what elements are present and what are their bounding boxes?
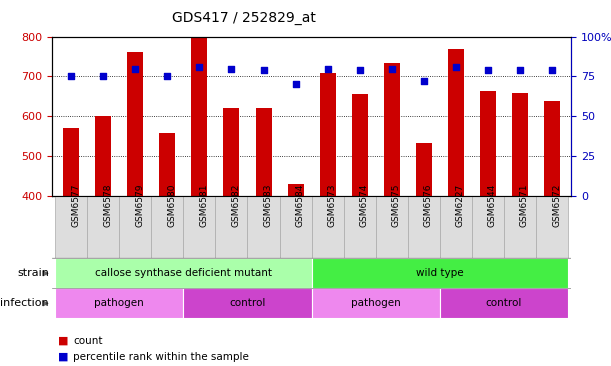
Point [547, 67, 557, 73]
Text: GSM6584: GSM6584 [296, 184, 304, 227]
Point [98, 74, 108, 79]
Bar [224, 108, 240, 196]
Bar [87, 196, 119, 258]
Bar [440, 196, 472, 258]
Bar [63, 128, 79, 196]
Point [387, 66, 397, 71]
Text: GSM6227: GSM6227 [456, 184, 465, 227]
Bar [480, 91, 496, 196]
Text: GSM6578: GSM6578 [103, 184, 112, 227]
Point [66, 74, 76, 79]
Bar [448, 49, 464, 196]
Bar [343, 196, 376, 258]
Text: GSM6574: GSM6574 [360, 184, 368, 227]
Bar [280, 196, 312, 258]
Text: GSM6571: GSM6571 [520, 184, 529, 227]
Bar [512, 93, 528, 196]
Point [451, 64, 461, 70]
Text: GSM6583: GSM6583 [263, 184, 273, 227]
Text: GSM6579: GSM6579 [135, 184, 144, 227]
Bar [216, 196, 247, 258]
Bar [159, 133, 175, 196]
Bar [55, 196, 87, 258]
Text: ■: ■ [58, 336, 68, 346]
Bar [191, 37, 207, 196]
Text: GSM6580: GSM6580 [167, 184, 177, 227]
Point [355, 67, 365, 73]
Text: pathogen: pathogen [94, 298, 144, 309]
Bar [544, 101, 560, 196]
Text: control: control [229, 298, 266, 309]
Text: ■: ■ [58, 352, 68, 362]
Bar [504, 196, 536, 258]
Text: wild type: wild type [416, 268, 464, 279]
Text: GSM6577: GSM6577 [71, 184, 80, 227]
Text: callose synthase deficient mutant: callose synthase deficient mutant [95, 268, 272, 279]
Text: GSM6573: GSM6573 [327, 184, 337, 227]
Text: strain: strain [17, 268, 49, 279]
Text: GSM6582: GSM6582 [232, 184, 241, 227]
Point [419, 78, 429, 84]
Bar [183, 288, 312, 318]
Bar [320, 72, 335, 196]
Bar [95, 116, 111, 196]
Text: GSM6581: GSM6581 [199, 184, 208, 227]
Text: percentile rank within the sample: percentile rank within the sample [73, 352, 249, 362]
Text: GDS417 / 252829_at: GDS417 / 252829_at [172, 11, 316, 25]
Bar [288, 184, 304, 196]
Bar [376, 196, 408, 258]
Point [515, 67, 525, 73]
Point [291, 82, 301, 87]
Point [194, 64, 204, 70]
Text: GSM6575: GSM6575 [392, 184, 401, 227]
Bar [255, 108, 271, 196]
Bar [312, 288, 440, 318]
Bar [384, 63, 400, 196]
Bar [440, 288, 568, 318]
Point [258, 67, 268, 73]
Text: infection: infection [0, 298, 49, 309]
Text: count: count [73, 336, 103, 346]
Bar [352, 94, 368, 196]
Text: pathogen: pathogen [351, 298, 401, 309]
Text: GSM6576: GSM6576 [424, 184, 433, 227]
Text: GSM6572: GSM6572 [552, 184, 561, 227]
Point [163, 74, 172, 79]
Text: GSM6544: GSM6544 [488, 184, 497, 227]
Bar [127, 52, 144, 196]
Bar [312, 196, 343, 258]
Point [130, 66, 140, 71]
Point [227, 66, 236, 71]
Bar [312, 258, 568, 288]
Bar [55, 288, 183, 318]
Bar [55, 258, 312, 288]
Point [323, 66, 332, 71]
Bar [408, 196, 440, 258]
Text: control: control [486, 298, 522, 309]
Point [483, 67, 493, 73]
Bar [119, 196, 152, 258]
Bar [536, 196, 568, 258]
Bar [183, 196, 216, 258]
Bar [416, 143, 432, 196]
Bar [472, 196, 504, 258]
Bar [152, 196, 183, 258]
Bar [247, 196, 280, 258]
